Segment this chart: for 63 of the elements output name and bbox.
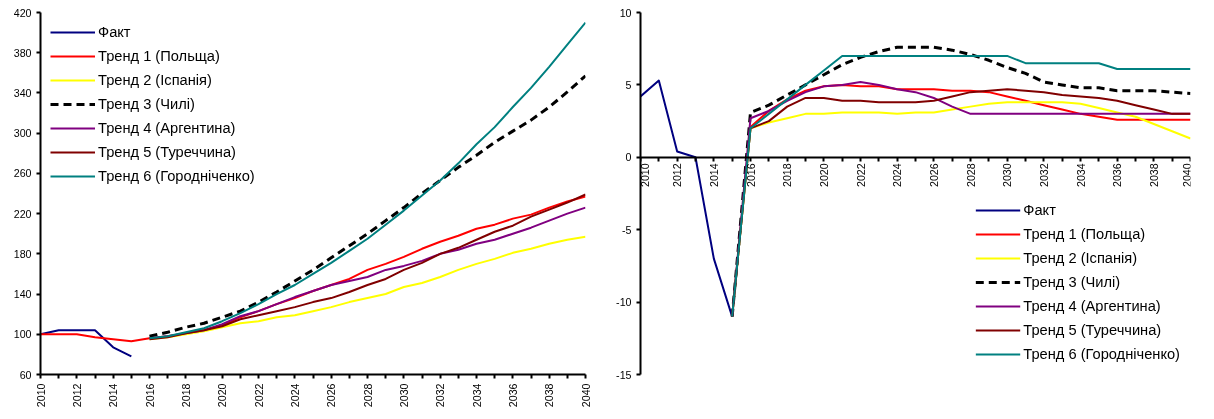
x-tick-label: 2038 [1147, 163, 1160, 188]
y-tick-label: 0 [625, 151, 632, 164]
x-tick-label: 2026 [927, 163, 940, 188]
x-tick-label: 2018 [179, 383, 192, 408]
x-tick-label: 2028 [361, 383, 374, 408]
y-tick-label: -5 [622, 223, 632, 236]
y-tick-label: 220 [13, 207, 32, 220]
legend-label: Тренд 5 (Туреччина) [98, 143, 236, 162]
x-tick-label: 2032 [434, 383, 447, 408]
y-tick-label: 420 [13, 6, 32, 19]
x-tick-label: 2030 [397, 383, 410, 408]
y-tick-label: 100 [13, 328, 32, 341]
x-tick-label: 2034 [1074, 163, 1087, 188]
y-tick-label: 300 [13, 127, 32, 140]
legend-label: Тренд 2 (Іспанія) [1023, 249, 1138, 268]
x-tick-label: 2022 [854, 163, 867, 188]
legend-label: Тренд 3 (Чилі) [98, 95, 195, 114]
x-tick-label: 2040 [1180, 163, 1193, 188]
x-tick-label: 2030 [1001, 163, 1014, 188]
x-tick-label: 2018 [781, 163, 794, 188]
x-tick-label: 2028 [964, 163, 977, 188]
y-tick-label: 380 [13, 46, 32, 59]
x-tick-label: 2022 [252, 383, 265, 408]
legend-label: Тренд 5 (Туреччина) [1023, 321, 1162, 340]
x-tick-label: 2034 [470, 383, 483, 408]
x-tick-label: 2032 [1037, 163, 1050, 188]
y-tick-label: 5 [625, 78, 632, 91]
x-tick-label: 2014 [707, 163, 720, 188]
y-tick-label: 10 [619, 6, 632, 19]
x-tick-label: 2026 [325, 383, 338, 408]
x-tick-label: 2040 [579, 383, 592, 408]
x-tick-label: 2038 [543, 383, 556, 408]
x-tick-label: 2024 [288, 383, 301, 408]
legend-label: Тренд 3 (Чилі) [1023, 273, 1121, 292]
y-tick-label: -10 [616, 296, 632, 309]
legend-label: Тренд 1 (Польща) [98, 47, 220, 66]
x-tick-label: 2020 [216, 383, 229, 408]
x-tick-label: 2010 [34, 383, 47, 408]
y-tick-label: 60 [19, 368, 32, 381]
x-tick-label: 2012 [671, 163, 684, 188]
x-tick-label: 2024 [891, 163, 904, 188]
x-tick-label: 2016 [143, 383, 156, 408]
legend-label: Тренд 2 (Іспанія) [98, 71, 212, 90]
y-tick-label: 340 [13, 86, 32, 99]
x-tick-label: 2020 [817, 163, 830, 188]
legend-label: Тренд 6 (Городніченко) [1023, 345, 1180, 364]
legend-label: Тренд 6 (Городніченко) [98, 167, 255, 186]
x-tick-label: 2036 [506, 383, 519, 408]
legend-label: Тренд 1 (Польща) [1023, 225, 1146, 244]
y-tick-label: 140 [13, 288, 32, 301]
x-tick-label: 2014 [107, 383, 120, 408]
y-tick-label: -15 [616, 368, 632, 381]
x-tick-label: 2010 [638, 163, 651, 188]
legend-label: Тренд 4 (Аргентина) [98, 119, 236, 138]
line-series [640, 79, 734, 318]
x-tick-label: 2012 [70, 383, 83, 408]
legend-label: Факт [98, 23, 131, 42]
y-tick-label: 180 [13, 247, 32, 260]
x-tick-label: 2036 [1111, 163, 1124, 188]
y-tick-label: 260 [13, 167, 32, 180]
legend-label: Факт [1023, 201, 1056, 220]
legend-label: Тренд 4 (Аргентина) [1023, 297, 1161, 316]
x-tick-label: 2016 [744, 163, 757, 188]
